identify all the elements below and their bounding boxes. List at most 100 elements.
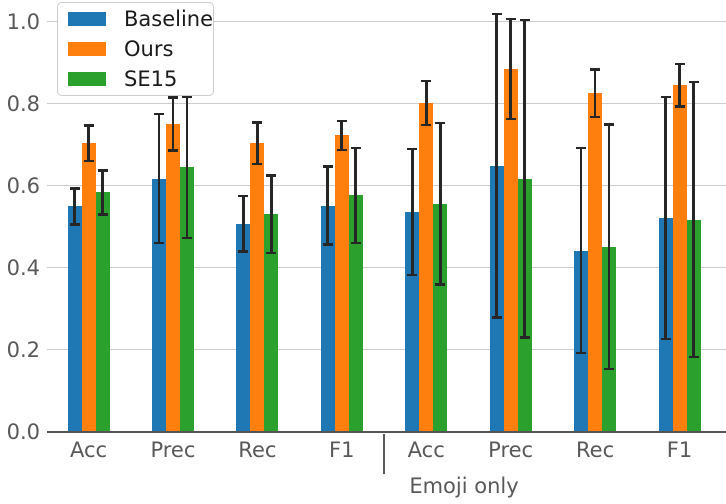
error-bar [171, 97, 175, 151]
error-bar [593, 69, 597, 118]
error-bar-cap [505, 117, 516, 121]
bar-se15-rec [264, 214, 279, 432]
legend-label: Baseline [124, 7, 214, 31]
error-bar-cap [153, 112, 164, 116]
error-bar-cap [491, 316, 502, 319]
error-bar-cap [238, 250, 249, 253]
error-bar-cap [167, 149, 178, 152]
x-tick-label: Acc [69, 438, 108, 462]
error-bar [354, 147, 358, 243]
bar-ours-rec [250, 143, 265, 432]
x-tick-label: Prec [488, 438, 534, 462]
error-bar-cap [322, 165, 333, 168]
x-tick-label: Rec [576, 438, 615, 462]
error-bar [607, 124, 611, 369]
error-bar-cap [576, 146, 587, 150]
error-bar-cap [97, 213, 108, 216]
error-bar [438, 122, 442, 285]
y-tick-label: 0.0 [6, 419, 40, 444]
error-bar [509, 19, 512, 120]
error-bar-cap [674, 105, 685, 108]
error-bar [692, 82, 695, 357]
y-tick-label: 1.0 [6, 9, 40, 34]
bar-ours-f1 [334, 135, 349, 432]
y-tick-label: 0.4 [6, 255, 40, 280]
x-tick-label: Prec [150, 438, 196, 462]
group-separator-line [383, 434, 385, 474]
error-bar-cap [688, 355, 699, 359]
error-bar-cap [83, 159, 94, 163]
legend-color-patch [68, 72, 106, 86]
bar-se15-acc [95, 192, 110, 432]
bar-baseline-acc [405, 212, 420, 432]
error-bar-cap [604, 123, 615, 126]
error-bar-cap [491, 12, 502, 16]
error-bar [157, 114, 161, 243]
bar-se15-acc [433, 203, 448, 432]
error-bar-cap [69, 187, 80, 190]
error-bar-cap [660, 337, 671, 341]
bar-ours-acc [419, 103, 434, 432]
gridline [47, 184, 726, 187]
error-bar-cap [421, 124, 432, 127]
error-bar [410, 149, 414, 276]
bar-ours-acc [81, 143, 96, 432]
error-bar [256, 122, 259, 165]
error-bar-cap [407, 147, 418, 151]
error-bar-cap [660, 95, 671, 99]
x-tick-label: Rec [238, 438, 277, 462]
error-bar [101, 170, 104, 215]
gridline [47, 20, 726, 23]
x-tick-label: F1 [329, 438, 355, 462]
error-bar-cap [266, 251, 277, 254]
error-bar-cap [181, 236, 192, 240]
bar-ours-f1 [672, 85, 687, 432]
error-bar [664, 96, 667, 339]
error-bar-cap [505, 17, 516, 21]
error-bar-cap [590, 68, 601, 71]
error-bar-cap [322, 243, 333, 246]
legend-item-baseline: Baseline [68, 4, 213, 34]
error-bar [87, 125, 90, 161]
error-bar-cap [181, 95, 192, 99]
error-bar-cap [688, 80, 699, 84]
legend: Baseline Ours SE15 [57, 2, 214, 96]
error-bar-cap [435, 121, 446, 124]
bar-baseline-f1 [320, 205, 335, 432]
error-bar [340, 120, 344, 151]
error-bar-cap [435, 283, 446, 286]
error-bar-cap [83, 124, 94, 127]
error-bar-cap [336, 119, 347, 122]
legend-item-se15: SE15 [68, 64, 203, 94]
legend-color-patch [68, 12, 106, 26]
error-bar-cap [266, 174, 277, 177]
x-axis-line [47, 430, 726, 433]
bar-ours-prec [503, 69, 518, 432]
error-bar-cap [350, 146, 361, 149]
bar-baseline-rec [236, 223, 251, 432]
error-bar [424, 80, 428, 126]
error-bar [678, 63, 681, 107]
legend-label: SE15 [124, 67, 178, 91]
error-bar [326, 166, 330, 245]
error-bar [523, 20, 526, 338]
error-bar-cap [252, 121, 263, 124]
bar-ours-prec [165, 124, 180, 432]
legend-item-ours: Ours [68, 34, 203, 64]
error-bar-cap [519, 336, 530, 339]
error-bar [495, 14, 498, 318]
error-bar-cap [604, 367, 615, 370]
error-bar-cap [407, 274, 418, 277]
error-bar-cap [576, 351, 587, 355]
y-tick-label: 0.2 [6, 337, 40, 362]
error-bar-cap [590, 115, 601, 119]
error-bar-cap [350, 241, 361, 245]
gridline [47, 348, 726, 351]
legend-label: Ours [124, 37, 174, 61]
bar-se15-f1 [348, 195, 363, 432]
gridline [47, 102, 726, 105]
error-bar-cap [238, 194, 249, 197]
error-bar-cap [252, 162, 263, 166]
error-bar [185, 96, 189, 238]
